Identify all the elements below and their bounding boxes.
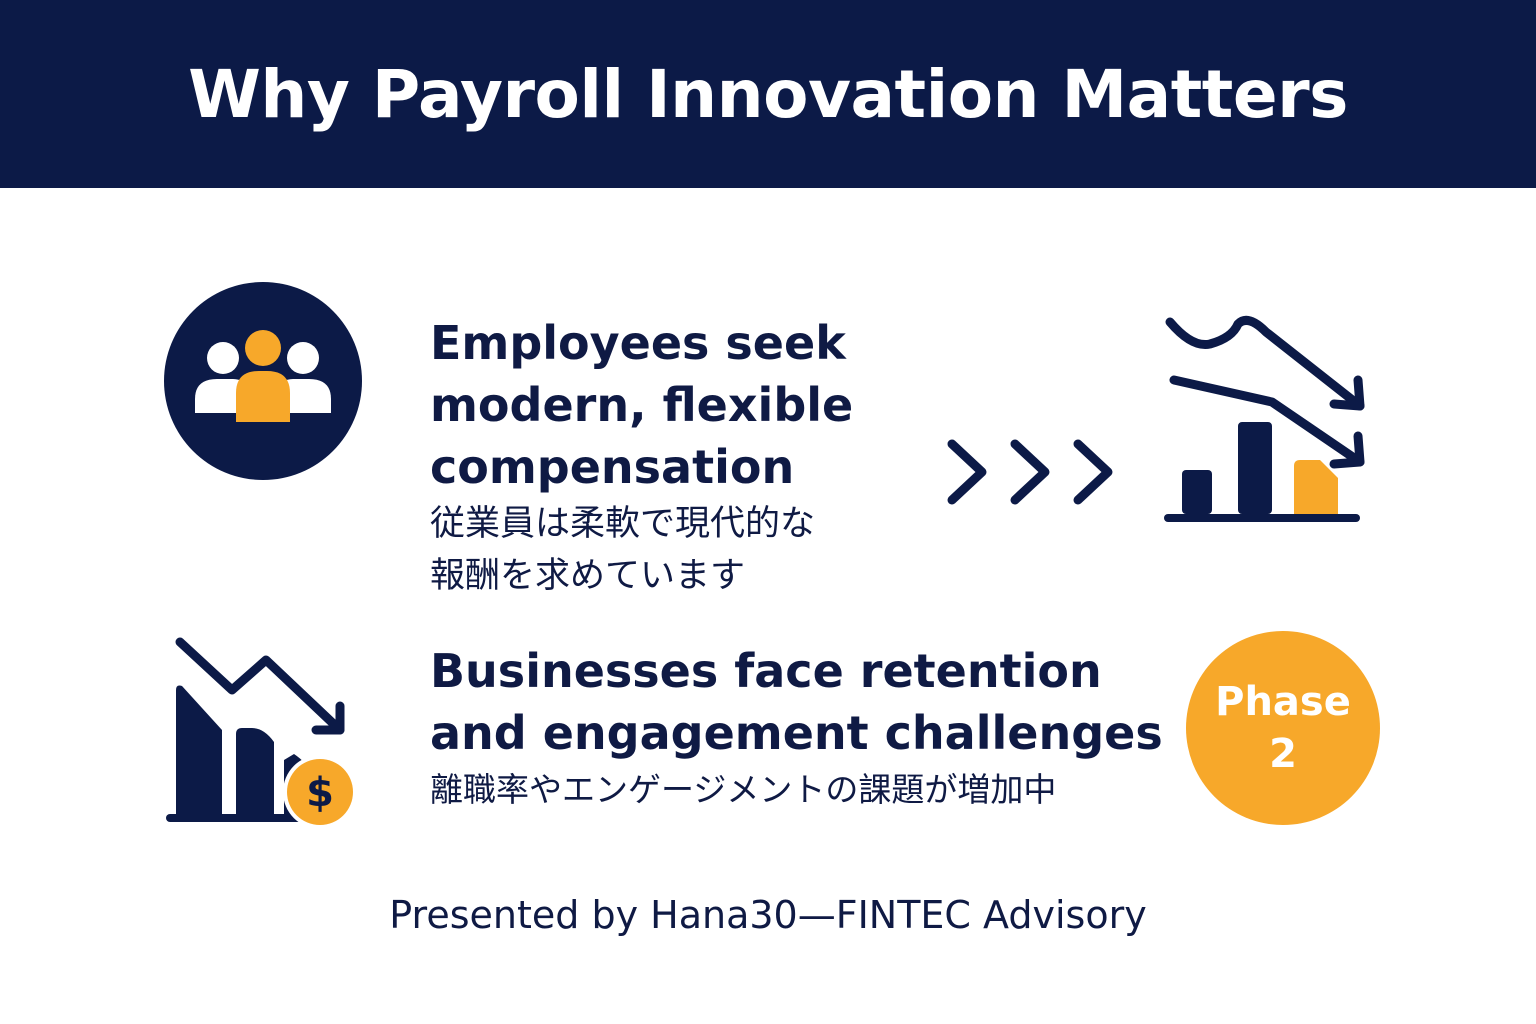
- point-employees: Employees seek modern, flexible compensa…: [430, 312, 853, 602]
- phase-label: Phase: [1215, 679, 1351, 725]
- phase-badge: Phase 2: [1186, 631, 1380, 825]
- people-group-icon: [164, 282, 362, 480]
- english-line: and engagement challenges: [430, 706, 1163, 760]
- japanese-line: 離職率やエンゲージメントの課題が増加中: [430, 770, 1057, 809]
- phase-number: 2: [1269, 731, 1297, 777]
- dollar-sign: $: [306, 770, 334, 816]
- point-businesses-japanese: 離職率やエンゲージメントの課題が増加中: [430, 764, 1163, 816]
- declining-bar-chart-icon: [1164, 315, 1365, 522]
- english-line: modern, flexible: [430, 378, 854, 432]
- english-line: compensation: [430, 440, 795, 494]
- presenter-credit: Presented by Hana30—FINTEC Advisory: [389, 893, 1147, 937]
- declining-chart-dollar-icon: $: [166, 637, 357, 829]
- triple-chevron-right-icon: [947, 439, 1113, 505]
- point-businesses: Businesses face retention and engagement…: [430, 640, 1163, 816]
- japanese-line: 報酬を求めています: [430, 556, 746, 596]
- english-line: Employees seek: [430, 316, 846, 370]
- english-line: Businesses face retention: [430, 644, 1102, 698]
- point-businesses-english: Businesses face retention and engagement…: [430, 640, 1163, 764]
- page-title: Why Payroll Innovation Matters: [188, 55, 1348, 133]
- point-employees-japanese: 従業員は柔軟で現代的な 報酬を求めています: [430, 498, 853, 602]
- japanese-line: 従業員は柔軟で現代的な: [430, 504, 816, 544]
- title-banner: Why Payroll Innovation Matters: [0, 0, 1536, 188]
- point-employees-english: Employees seek modern, flexible compensa…: [430, 312, 853, 498]
